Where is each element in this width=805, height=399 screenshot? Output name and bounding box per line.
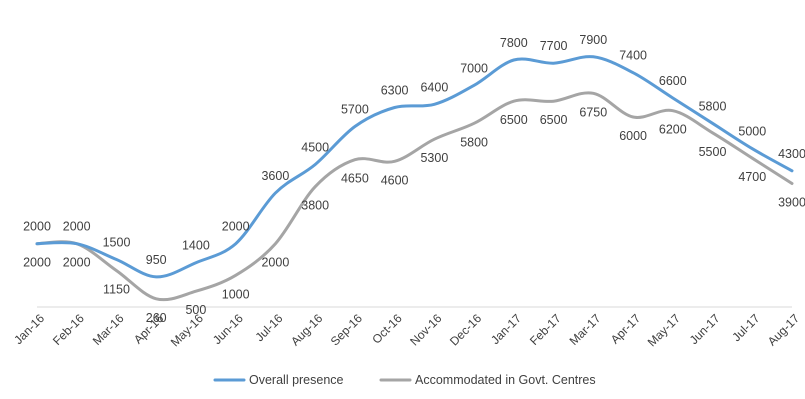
x-tick-label: Apr-17 xyxy=(608,311,644,347)
x-tick-label: Dec-16 xyxy=(447,311,484,348)
data-label-overall: 7000 xyxy=(460,61,488,75)
series-line-overall-presence xyxy=(35,55,794,279)
data-label-overall: 6400 xyxy=(420,80,448,94)
series-line-accommodated xyxy=(35,91,794,302)
x-tick-label: Feb-16 xyxy=(50,311,87,348)
data-label-overall: 5000 xyxy=(738,125,766,139)
x-tick-label: Mar-16 xyxy=(90,311,127,348)
series-layer xyxy=(35,55,794,302)
data-label-overall: 6600 xyxy=(659,74,687,88)
x-tick-label: Feb-17 xyxy=(527,311,564,348)
data-label-overall: 7400 xyxy=(619,49,647,63)
data-label-accommodated: 6500 xyxy=(540,113,568,127)
data-label-overall: 1500 xyxy=(103,236,131,250)
data-label-accommodated: 2000 xyxy=(261,256,289,270)
data-label-accommodated: 4650 xyxy=(341,172,369,186)
data-label-layer: 2000 2000 1500 950 1400 2000 3600 4500 5700 6300 6… xyxy=(23,33,805,325)
data-label-accommodated: 5300 xyxy=(420,151,448,165)
legend: Overall presence Accommodated in Govt. Ce… xyxy=(213,373,596,387)
data-label-overall: 4300 xyxy=(778,147,805,161)
x-tick-label: Mar-17 xyxy=(567,311,604,348)
data-label-accommodated: 6200 xyxy=(659,123,687,137)
data-label-overall: 7800 xyxy=(500,36,528,50)
x-tick-label: Jun-17 xyxy=(687,311,723,347)
x-tick-label: Jun-16 xyxy=(210,311,246,347)
data-label-accommodated: 500 xyxy=(185,303,206,317)
data-label-accommodated: 5800 xyxy=(460,135,488,149)
data-label-overall: 950 xyxy=(146,253,167,267)
legend-item-accommodated: Accommodated in Govt. Centres xyxy=(379,373,596,387)
x-tick-label: Jul-16 xyxy=(253,311,286,344)
data-label-accommodated: 1000 xyxy=(222,287,250,301)
x-tick-label: Oct-16 xyxy=(369,311,405,347)
data-label-accommodated: 6000 xyxy=(619,129,647,143)
x-tick-label: Aug-17 xyxy=(765,311,802,348)
data-label-accommodated: 3800 xyxy=(301,199,329,213)
x-tick-label: Nov-16 xyxy=(407,311,444,348)
x-tick-label: Aug-16 xyxy=(288,311,325,348)
data-label-overall: 1400 xyxy=(182,239,210,253)
data-label-overall: 6300 xyxy=(381,84,409,98)
data-label-overall: 5700 xyxy=(341,103,369,117)
data-label-accommodated: 5500 xyxy=(699,145,727,159)
x-tick-label: May-17 xyxy=(645,311,683,349)
data-label-accommodated: 4600 xyxy=(381,173,409,187)
data-label-overall: 4500 xyxy=(301,141,329,155)
x-tick-label: Sep-16 xyxy=(328,311,365,348)
data-label-accommodated: 2000 xyxy=(63,256,91,270)
legend-label: Accommodated in Govt. Centres xyxy=(415,373,596,387)
data-label-overall: 2000 xyxy=(23,220,51,234)
data-label-overall: 7900 xyxy=(579,33,607,47)
data-label-accommodated: 2000 xyxy=(23,256,51,270)
data-label-accommodated: 3900 xyxy=(778,196,805,210)
data-label-overall: 2000 xyxy=(222,220,250,234)
x-tick-label: Jul-17 xyxy=(729,311,762,344)
data-label-accommodated: 260 xyxy=(146,311,167,325)
data-label-overall: 5800 xyxy=(699,99,727,113)
data-label-overall: 2000 xyxy=(63,220,91,234)
legend-item-overall-presence: Overall presence xyxy=(213,373,344,387)
x-tick-label: Jan-16 xyxy=(11,311,47,347)
data-label-accommodated: 6500 xyxy=(500,113,528,127)
data-label-accommodated: 6750 xyxy=(579,105,607,119)
legend-label: Overall presence xyxy=(249,373,344,387)
data-label-accommodated: 1150 xyxy=(103,283,130,297)
x-tick-label: Jan-17 xyxy=(488,311,524,347)
x-tick-layer: Jan-16 Feb-16 Mar-16 Apr-16 May-16 Jun-16 Jul-… xyxy=(11,311,802,349)
data-label-accommodated: 4700 xyxy=(738,170,766,184)
data-label-overall: 3600 xyxy=(261,169,289,183)
data-label-overall: 7700 xyxy=(540,39,568,53)
